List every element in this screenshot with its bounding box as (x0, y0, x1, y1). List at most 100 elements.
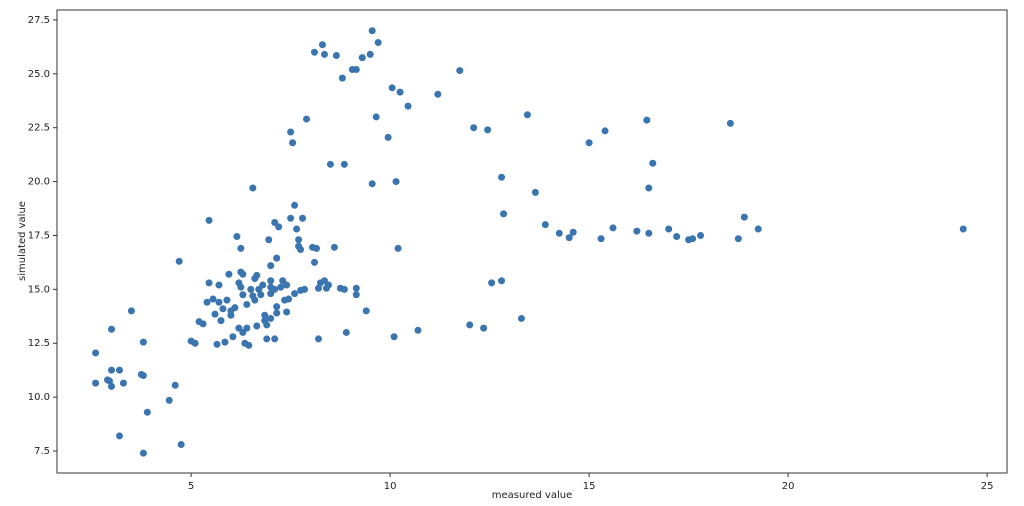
point (283, 308, 291, 316)
point (498, 173, 506, 181)
point (175, 257, 183, 265)
point (243, 300, 251, 308)
point (597, 235, 605, 243)
point (119, 379, 127, 387)
point (177, 441, 185, 449)
point (143, 408, 151, 416)
point (645, 184, 653, 192)
point (291, 290, 299, 298)
point (340, 285, 348, 293)
point (223, 296, 231, 304)
point (374, 39, 382, 47)
point (108, 382, 116, 390)
y-tick-label: 27.5 (28, 15, 50, 26)
y-tick-label: 17.5 (28, 230, 50, 241)
point (484, 126, 492, 134)
point (213, 340, 221, 348)
point (245, 341, 253, 349)
point (239, 270, 247, 278)
point (263, 335, 271, 343)
point (601, 127, 609, 135)
point (310, 48, 318, 56)
point (643, 116, 651, 124)
point (959, 225, 967, 233)
point (297, 245, 305, 253)
point (225, 270, 233, 278)
x-axis-label: measured value (492, 490, 572, 501)
point (404, 102, 412, 110)
plot-frame (56, 9, 1008, 474)
point (390, 333, 398, 341)
point (312, 244, 320, 252)
x-tick-label: 5 (188, 481, 194, 492)
point (271, 285, 279, 293)
y-tick-label: 7.5 (34, 446, 50, 457)
point (388, 84, 396, 92)
point (565, 234, 573, 242)
point (273, 254, 281, 262)
y-tick-label: 12.5 (28, 338, 50, 349)
point (191, 339, 199, 347)
y-tick-label: 15.0 (28, 284, 50, 295)
point (217, 317, 225, 325)
point (106, 377, 114, 385)
point (434, 90, 442, 98)
y-tick-label: 20.0 (28, 177, 50, 188)
point (645, 229, 653, 237)
point (396, 88, 404, 96)
point (267, 262, 275, 270)
point (414, 326, 422, 334)
point (293, 225, 301, 233)
point (314, 284, 322, 292)
point (330, 243, 338, 251)
point (372, 113, 380, 121)
point (239, 291, 247, 299)
x-tick-label: 20 (782, 481, 795, 492)
point (108, 325, 116, 333)
point (303, 115, 311, 123)
point (352, 65, 360, 73)
point (352, 284, 360, 292)
point (320, 50, 328, 58)
point (289, 139, 297, 147)
point (277, 283, 285, 291)
point (203, 298, 211, 306)
point (211, 310, 219, 318)
x-tick-label: 10 (384, 481, 397, 492)
point (127, 307, 135, 315)
point (295, 236, 303, 244)
point (456, 67, 464, 75)
point (555, 229, 563, 237)
point (273, 309, 281, 317)
point (283, 281, 291, 289)
point (310, 258, 318, 266)
point (267, 314, 275, 322)
y-tick-label: 10.0 (28, 392, 50, 403)
point (362, 307, 370, 315)
point (352, 291, 360, 299)
point (287, 214, 295, 222)
point (247, 285, 255, 293)
point (227, 311, 235, 319)
point (500, 210, 508, 218)
point (291, 201, 299, 209)
point (229, 333, 237, 341)
point (249, 184, 257, 192)
point (649, 159, 657, 167)
point (299, 214, 307, 222)
point (237, 244, 245, 252)
point (231, 304, 239, 312)
y-tick-label: 22.5 (28, 123, 50, 134)
point (697, 231, 705, 239)
point (665, 225, 673, 233)
point (199, 320, 207, 328)
point (332, 51, 340, 59)
point (324, 281, 332, 289)
point (265, 236, 273, 244)
point (368, 27, 376, 35)
point (480, 324, 488, 332)
point (338, 74, 346, 82)
point (523, 111, 531, 119)
point (326, 160, 334, 168)
point (541, 221, 549, 229)
